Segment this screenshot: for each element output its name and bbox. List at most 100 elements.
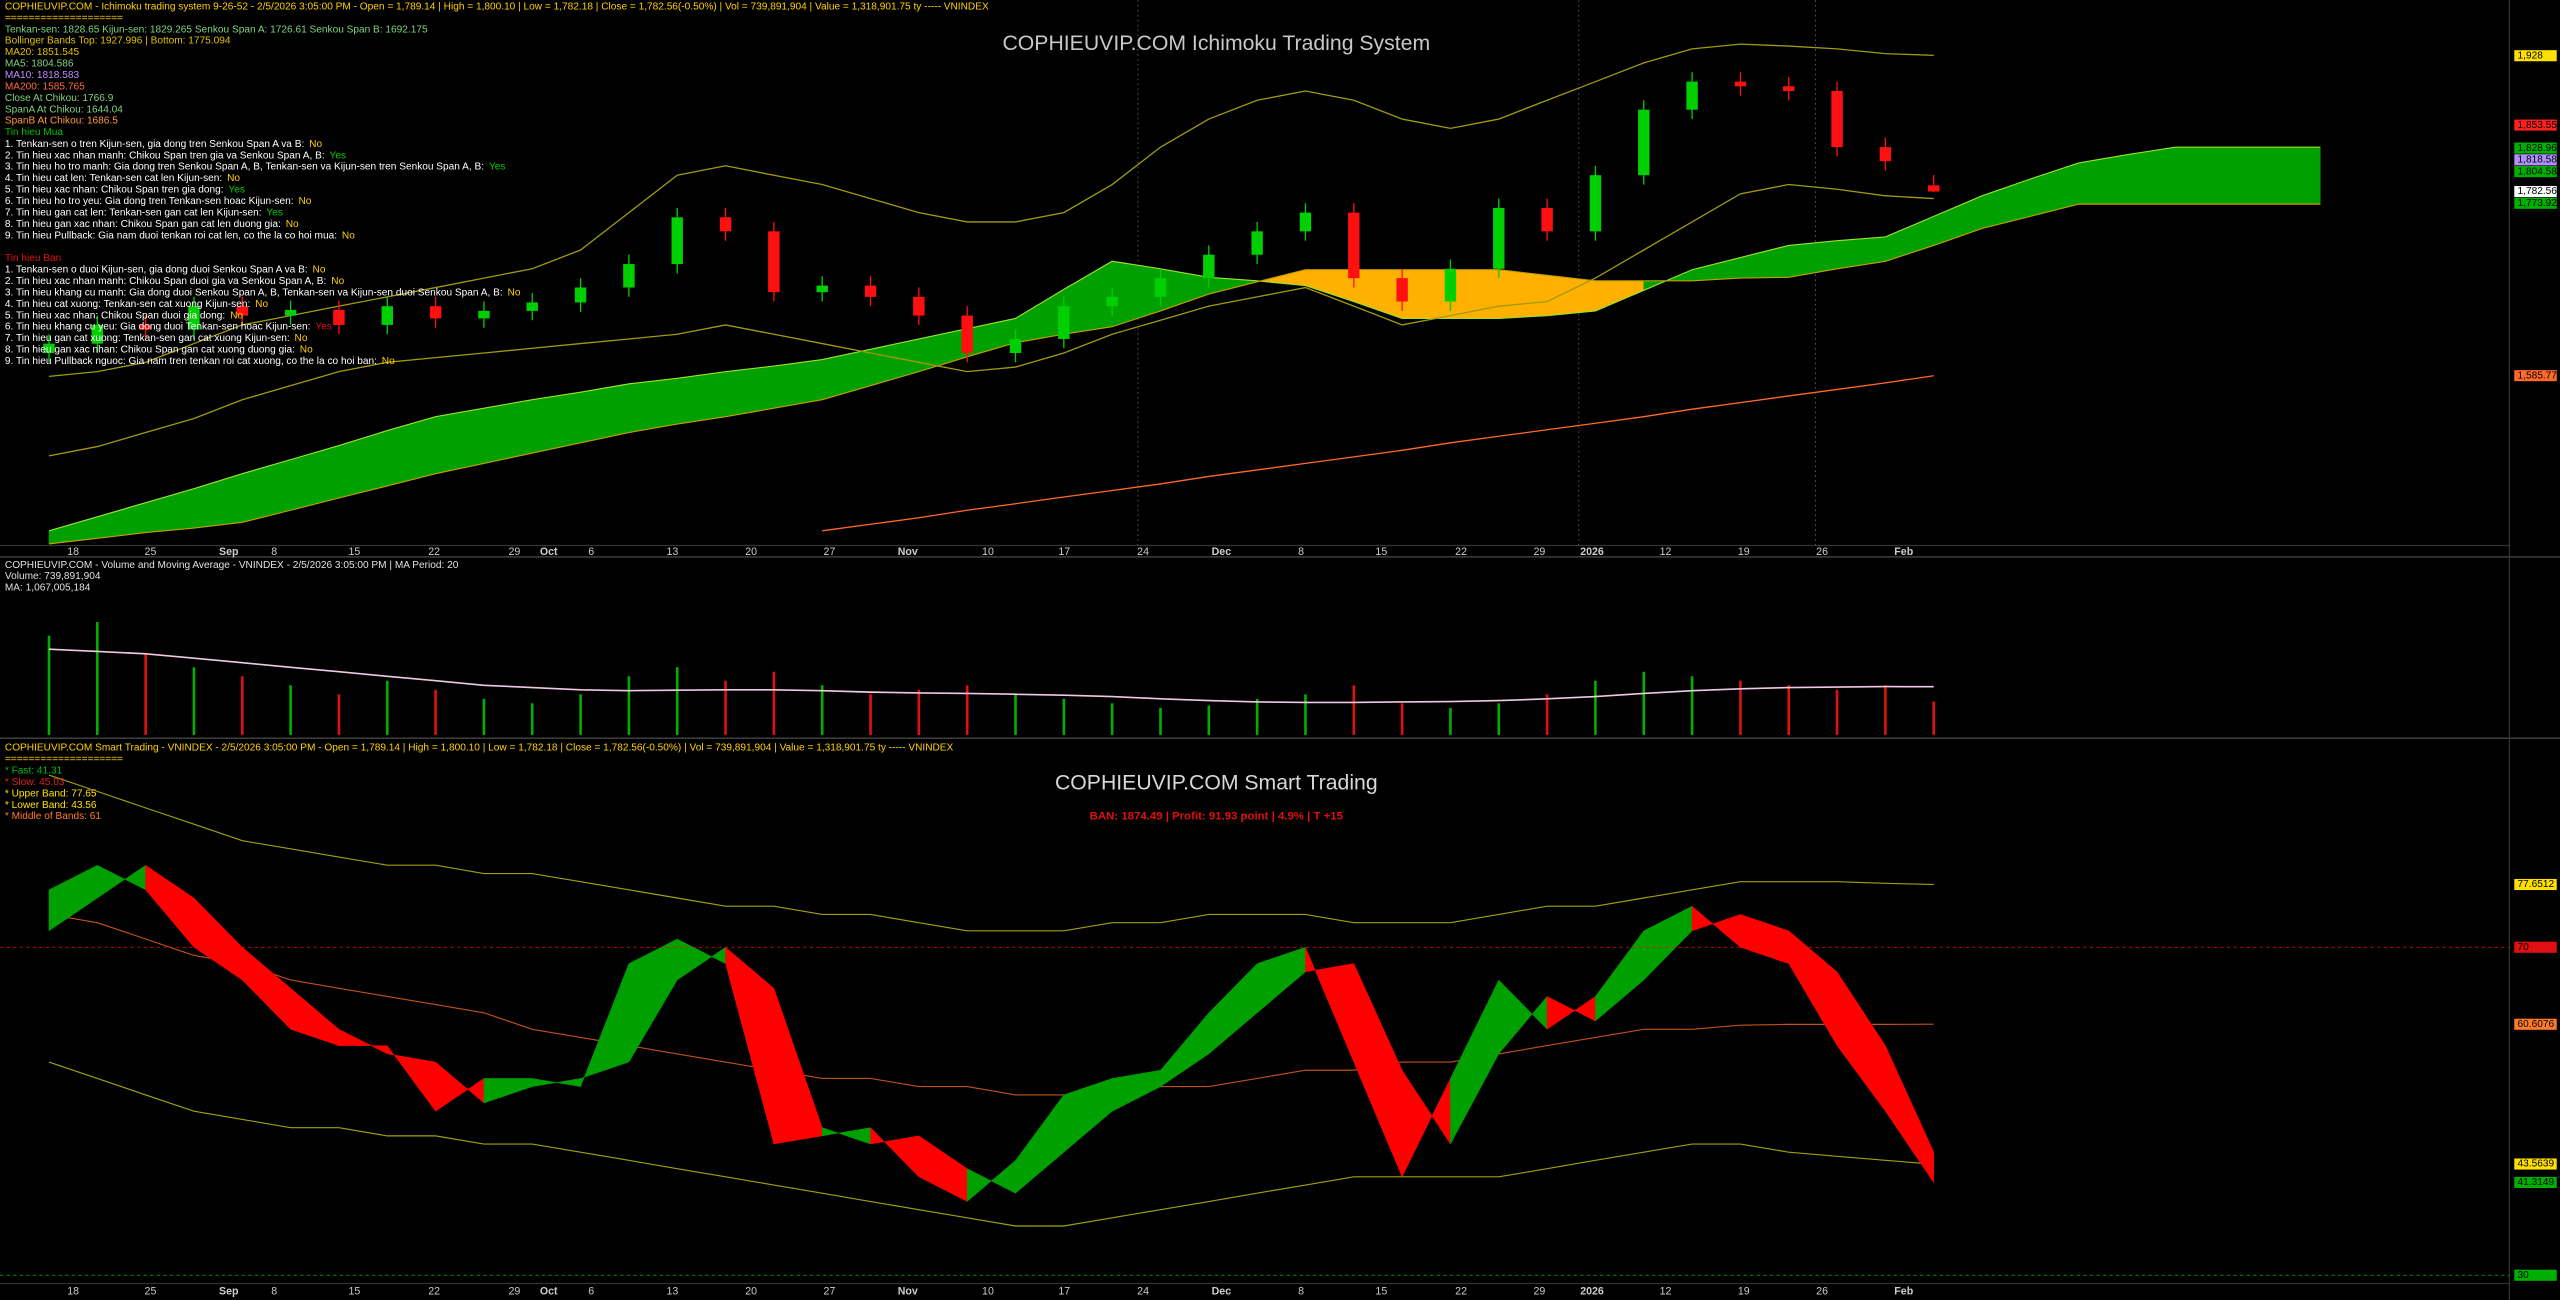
info-line: Tenkan-sen: 1828.65 Kijun-sen: 1829.265 … bbox=[5, 24, 428, 35]
upper-band bbox=[48, 774, 1934, 932]
volume-bar bbox=[1545, 694, 1549, 735]
sell-title: Tin hieu Ban bbox=[5, 253, 61, 264]
signal-answer: No bbox=[230, 310, 243, 321]
price-label: 1,928 bbox=[2518, 50, 2544, 61]
volume-bar bbox=[1255, 698, 1259, 735]
candle-body bbox=[1154, 278, 1167, 297]
x-tick-label: 8 bbox=[1298, 546, 1304, 558]
cloud-segment bbox=[1401, 269, 1451, 319]
volume-bar bbox=[47, 635, 51, 735]
volume-bar bbox=[1932, 701, 1936, 735]
volume-bar bbox=[1352, 685, 1356, 735]
signal-line: 4. Tin hieu cat len: Tenkan-sen cat len … bbox=[5, 173, 240, 184]
signal-text: 7. Tin hieu gan cat len: Tenkan-sen gan … bbox=[5, 207, 262, 218]
x-tick-label: 29 bbox=[1533, 1285, 1545, 1297]
price-label: 60.6076 bbox=[2518, 1019, 2555, 1030]
ichimoku-header: COPHIEUVIP.COM - Ichimoku trading system… bbox=[5, 1, 989, 12]
volume-bar bbox=[1739, 680, 1742, 735]
candle-body bbox=[623, 264, 635, 288]
signal-line: 5. Tin hieu xac nhan: Chikou Span duoi g… bbox=[5, 310, 244, 321]
signal-answer: Yes bbox=[489, 161, 506, 172]
volume-bar bbox=[96, 622, 99, 735]
x-tick-label: 19 bbox=[1738, 546, 1750, 558]
candle-body bbox=[1299, 212, 1312, 232]
cloud-segment bbox=[2175, 146, 2224, 205]
signal-answer: Yes bbox=[266, 207, 283, 218]
x-tick-label: 8 bbox=[271, 546, 277, 558]
x-tick-label: 12 bbox=[1660, 546, 1672, 558]
x-tick-label: 20 bbox=[745, 546, 757, 558]
span-b-line bbox=[48, 203, 2321, 545]
volume-bar bbox=[1304, 694, 1307, 735]
volume-bar bbox=[627, 676, 631, 735]
x-tick-label: 24 bbox=[1137, 546, 1149, 558]
x-tick-label: 15 bbox=[348, 546, 360, 558]
volume-bar bbox=[482, 698, 486, 735]
x-tick-label: Dec bbox=[1212, 1285, 1232, 1297]
signal-line: 6. Tin hieu khang cu yeu: Gia dong duoi … bbox=[5, 321, 332, 332]
info-line: SpanA At Chikou: 1644.04 bbox=[5, 104, 123, 115]
price-label: 1,782.56 bbox=[2518, 186, 2558, 197]
candle-body bbox=[1589, 175, 1602, 232]
volume-bar bbox=[1062, 698, 1066, 735]
candle-body bbox=[381, 306, 393, 325]
volume-bar bbox=[385, 680, 389, 735]
signal-text: 9. Tin hieu Pullback: Gia nam duoi tenka… bbox=[5, 230, 337, 241]
volume-bar bbox=[579, 694, 582, 735]
x-tick-label: 2026 bbox=[1580, 546, 1604, 558]
legend-entry: * Lower Band: 43.56 bbox=[5, 800, 97, 811]
x-tick-label: 29 bbox=[508, 546, 520, 558]
x-tick-label: Oct bbox=[540, 546, 558, 558]
signal-text: BAN: 1874.49 | Profit: 91.93 point | 4.9… bbox=[1090, 811, 1344, 823]
info-line: SpanB At Chikou: 1686.5 bbox=[5, 116, 118, 127]
price-label-box bbox=[2514, 941, 2557, 953]
candle-body bbox=[768, 231, 780, 293]
volume-bar bbox=[1642, 671, 1646, 735]
candle-body bbox=[1203, 254, 1215, 279]
signal-answer: Yes bbox=[315, 321, 332, 332]
x-tick-label: 17 bbox=[1058, 546, 1070, 558]
smart-header: COPHIEUVIP.COM Smart Trading - VNINDEX -… bbox=[5, 743, 954, 754]
volume-bar bbox=[434, 689, 437, 735]
candle-body bbox=[1831, 90, 1843, 148]
x-tick-label: 10 bbox=[982, 1285, 994, 1297]
signal-line: 4. Tin hieu cat xuong: Tenkan-sen cat xu… bbox=[5, 299, 269, 310]
volume-bar bbox=[675, 667, 679, 735]
x-tick-label: Dec bbox=[1212, 546, 1232, 558]
candle-body bbox=[719, 217, 732, 232]
price-label-box bbox=[2514, 1158, 2557, 1170]
legend-entry: * Slow: 45.03 bbox=[5, 777, 65, 788]
span-a-line bbox=[48, 146, 2321, 532]
price-label-box bbox=[2514, 1269, 2557, 1281]
x-tick-label: 26 bbox=[1816, 1285, 1828, 1297]
x-tick-label: 15 bbox=[1375, 1285, 1387, 1297]
buy-title: Tin hieu Mua bbox=[5, 127, 63, 138]
x-tick-label: 8 bbox=[1298, 1285, 1304, 1297]
info-line: Bollinger Bands Top: 1927.996 | Bottom: … bbox=[5, 36, 231, 47]
volume-bar bbox=[1449, 707, 1452, 735]
signal-line: 8. Tin hieu gan xac nhan: Chikou Span ga… bbox=[5, 344, 313, 355]
x-tick-label: 6 bbox=[588, 1285, 594, 1297]
signal-answer: No bbox=[286, 219, 299, 230]
candle-body bbox=[478, 310, 490, 319]
signal-answer: No bbox=[300, 344, 313, 355]
signal-line: 9. Tin hieu Pullback nguoc: Gia nam tren… bbox=[5, 356, 395, 367]
signal-answer: No bbox=[382, 356, 395, 367]
x-tick-label: 13 bbox=[666, 546, 678, 558]
x-tick-label: Feb bbox=[1894, 546, 1913, 558]
middle-band bbox=[48, 913, 1934, 1096]
price-label: 43.5639 bbox=[2518, 1159, 2555, 1170]
x-tick-label: 10 bbox=[982, 546, 994, 558]
volume-bar bbox=[1159, 707, 1162, 735]
candle-body bbox=[1734, 81, 1747, 87]
info-line: MA20: 1851.545 bbox=[5, 47, 80, 58]
x-tick-label: 15 bbox=[348, 1285, 360, 1297]
volume-bar bbox=[192, 667, 196, 735]
signal-line: 7. Tin hieu gan cat xuong: Tenkan-sen ga… bbox=[5, 333, 308, 344]
cloud-segment bbox=[1498, 269, 1548, 319]
x-tick-label: 29 bbox=[508, 1285, 520, 1297]
x-tick-label: 25 bbox=[145, 546, 157, 558]
signal-answer: No bbox=[309, 139, 322, 150]
signal-text: 5. Tin hieu xac nhan: Chikou Span tren g… bbox=[5, 184, 224, 195]
candle-body bbox=[1058, 306, 1070, 339]
